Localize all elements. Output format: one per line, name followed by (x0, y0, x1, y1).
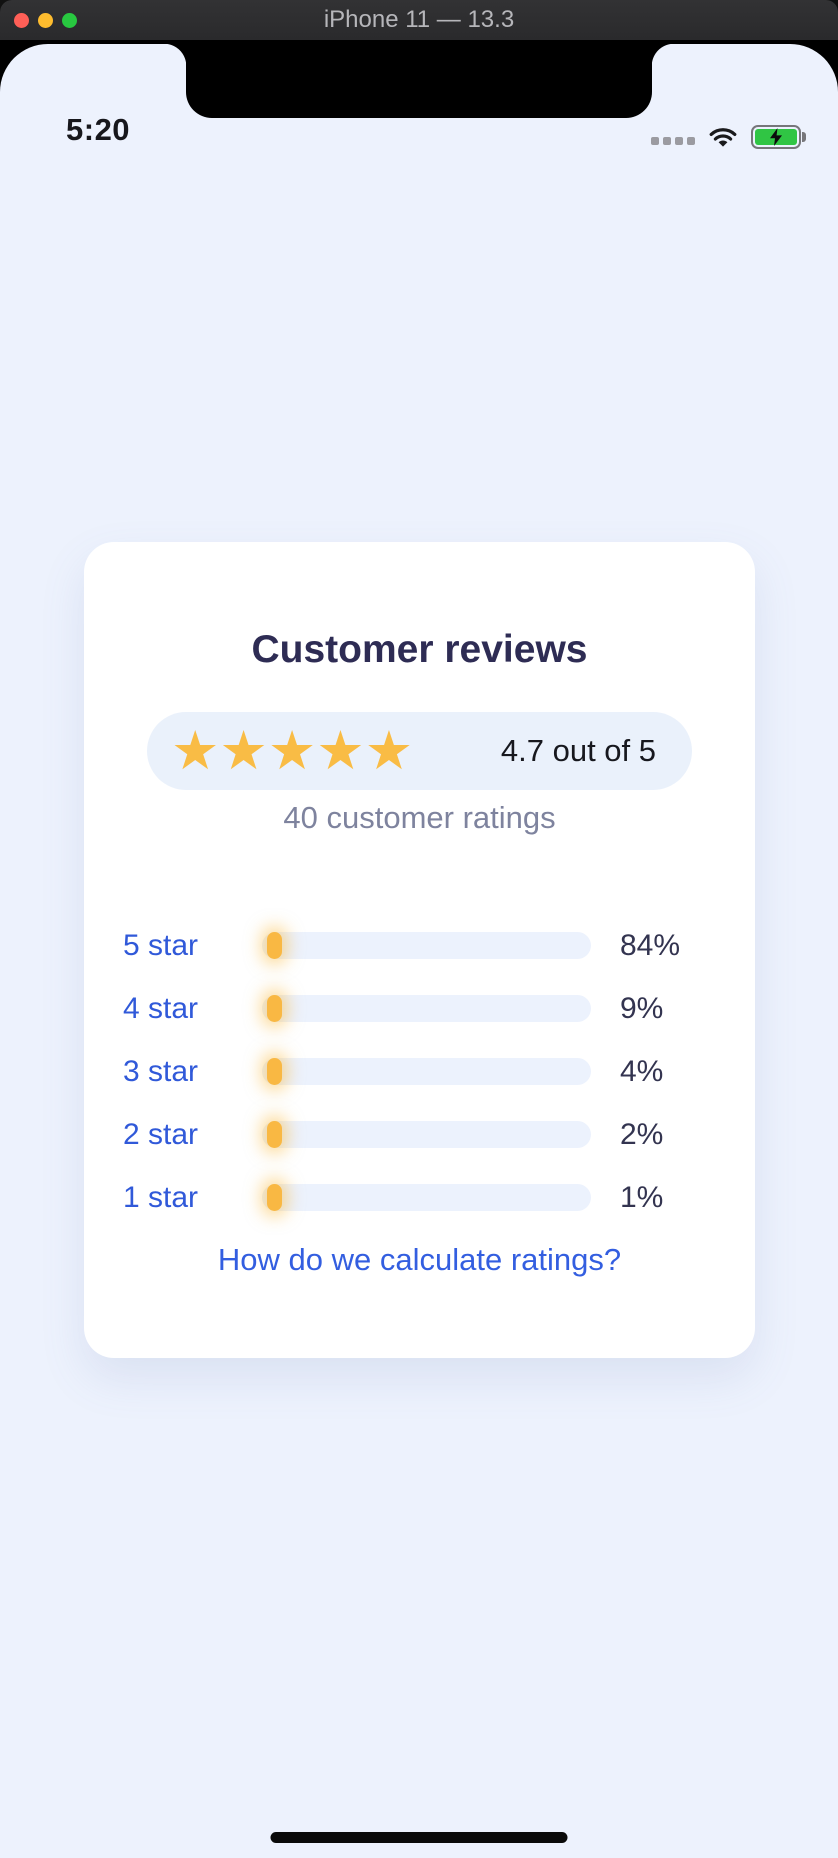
rating-row-label: 1 star (123, 1180, 199, 1214)
notch (164, 44, 674, 118)
rating-bar-track (262, 1058, 591, 1085)
status-bar-time: 5:20 (66, 112, 131, 147)
how-ratings-calculated-link[interactable]: How do we calculate ratings? (217, 1242, 622, 1277)
star-icon: ★ (219, 721, 268, 781)
star-icon: ★ (267, 721, 317, 781)
rating-bar-track (262, 995, 591, 1022)
rating-bar-fill (267, 1058, 282, 1085)
wifi-icon (706, 124, 740, 150)
star-rating: ★ ★ ★ ★ ★ (171, 724, 413, 778)
rating-row-label: 4 star (123, 991, 199, 1025)
card-title: Customer reviews (251, 628, 588, 671)
zoom-window-button[interactable] (62, 12, 77, 28)
status-bar-icons (650, 122, 806, 152)
star-icon: ★ (316, 721, 365, 781)
rating-row-label: 5 star (123, 928, 199, 962)
rating-row-label: 3 star (123, 1054, 199, 1088)
rating-row-percent: 1% (620, 1180, 664, 1214)
rating-breakdown: 5 star 84% 4 star 9% 3 star 4% 2 star (84, 914, 755, 1229)
rating-bar-track (262, 1184, 591, 1211)
rating-row-5-star: 5 star 84% (84, 914, 755, 977)
home-indicator[interactable] (270, 1832, 568, 1843)
star-icon: ★ (364, 721, 414, 781)
rating-row-label: 2 star (123, 1117, 199, 1151)
window-title: iPhone 11 — 13.3 (323, 6, 515, 33)
rating-bar-fill (267, 1184, 282, 1211)
traffic-lights (14, 0, 77, 40)
ratings-count-label: 40 customer ratings (283, 800, 556, 835)
close-window-button[interactable] (14, 12, 29, 28)
cellular-dots-icon (650, 137, 695, 145)
rating-bar-track (262, 1121, 591, 1148)
customer-reviews-card: Customer reviews ★ ★ ★ ★ ★ 4.7 out of 5 … (84, 542, 755, 1358)
phone-screen: 5:20 (0, 44, 838, 1858)
rating-bar-fill (267, 1121, 282, 1148)
rating-bar-track (262, 932, 591, 959)
rating-value-label: 4.7 out of 5 (500, 733, 656, 768)
rating-row-3-star: 3 star 4% (84, 1040, 755, 1103)
rating-bar-fill (267, 995, 282, 1022)
rating-row-percent: 9% (620, 991, 664, 1025)
rating-row-percent: 2% (620, 1117, 664, 1151)
star-icon: ★ (171, 721, 220, 781)
rating-row-2-star: 2 star 2% (84, 1103, 755, 1166)
rating-summary-pill: ★ ★ ★ ★ ★ 4.7 out of 5 (147, 712, 692, 790)
battery-charging-icon (750, 125, 806, 149)
rating-row-4-star: 4 star 9% (84, 977, 755, 1040)
titlebar: iPhone 11 — 13.3 (0, 0, 838, 40)
rating-row-1-star: 1 star 1% (84, 1166, 755, 1229)
rating-row-percent: 84% (620, 928, 681, 962)
rating-row-percent: 4% (620, 1054, 664, 1088)
rating-bar-fill (267, 932, 282, 959)
minimize-window-button[interactable] (38, 12, 53, 28)
